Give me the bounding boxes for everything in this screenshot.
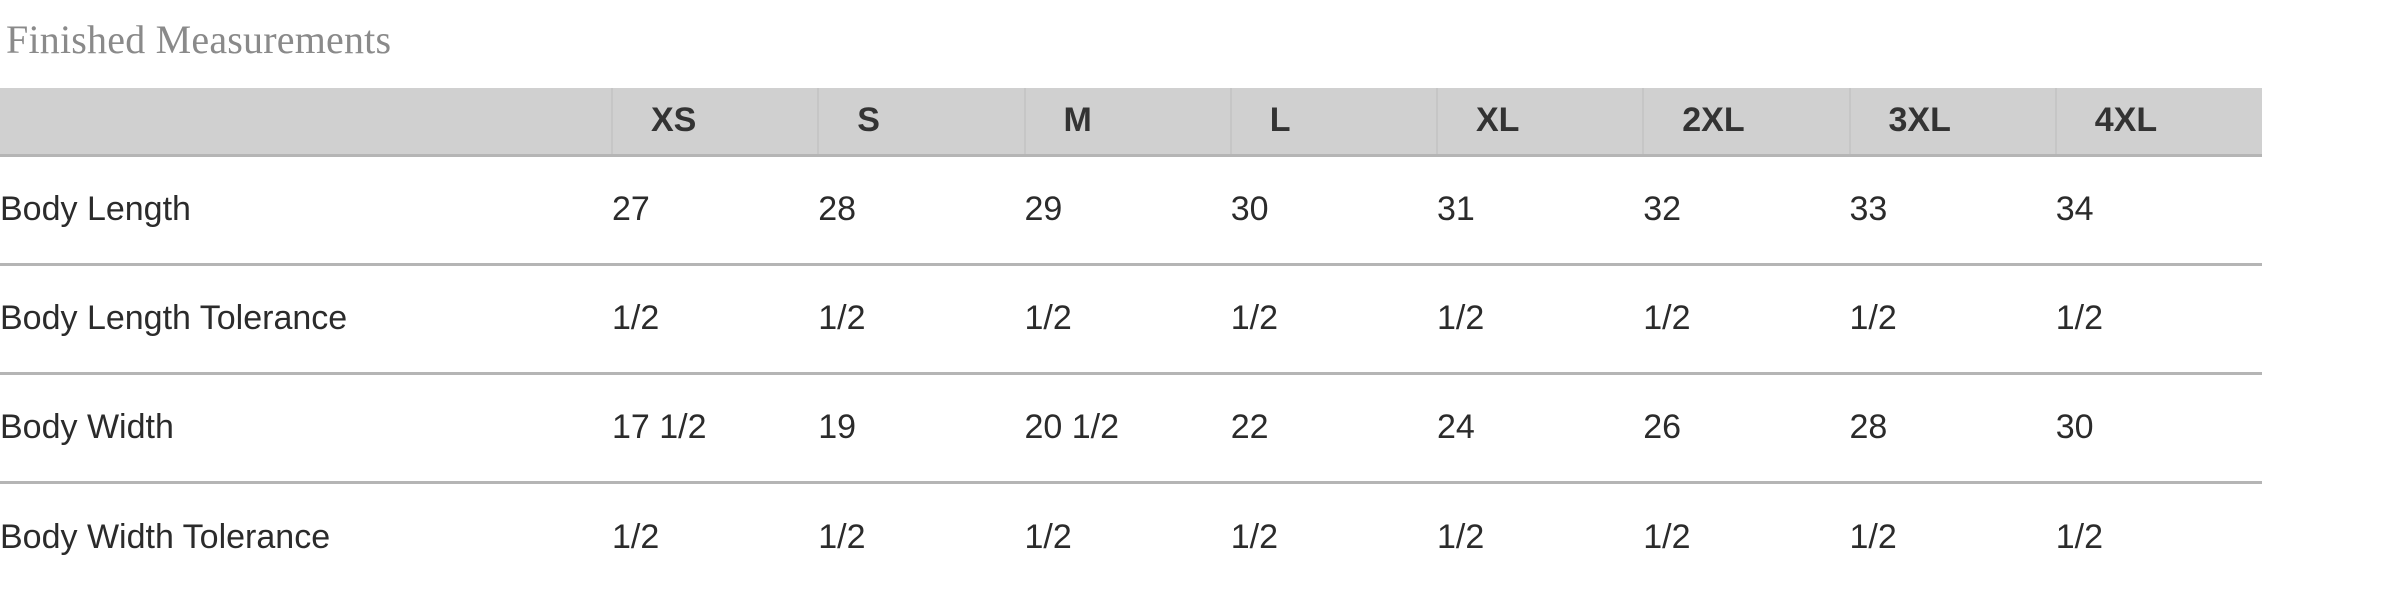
cell-body-length-4xl: 34	[2055, 153, 2262, 264]
table-row: Body Width Tolerance 1/2 1/2 1/2 1/2 1/2…	[0, 480, 2262, 591]
cell-body-width-tolerance-4xl: 1/2	[2055, 480, 2262, 591]
cell-body-length-tolerance-m: 1/2	[1024, 262, 1231, 373]
cell-body-length-xl: 31	[1437, 153, 1644, 264]
table-row: Body Length 27 28 29 30 31 32 33 34	[0, 153, 2262, 264]
cell-body-width-4xl: 30	[2055, 371, 2262, 482]
cell-body-width-xs: 17 1/2	[612, 371, 819, 482]
cell-body-width-l: 22	[1230, 371, 1437, 482]
column-header-4xl: 4XL	[2054, 88, 2262, 155]
cell-body-length-tolerance-xl: 1/2	[1437, 262, 1644, 373]
cell-body-length-l: 30	[1230, 153, 1437, 264]
column-header-s: S	[817, 88, 1025, 155]
column-header-xl: XL	[1435, 88, 1644, 155]
cell-body-length-tolerance-xs: 1/2	[612, 262, 819, 373]
table-row: Body Length Tolerance 1/2 1/2 1/2 1/2 1/…	[0, 262, 2262, 373]
table-header: XS S M L XL 2XL 3XL 4XL	[0, 88, 2262, 155]
row-label-body-width: Body Width	[0, 371, 612, 482]
table-row: Body Width 17 1/2 19 20 1/2 22 24 26 28 …	[0, 371, 2262, 482]
cell-body-length-xs: 27	[612, 153, 819, 264]
cell-body-width-tolerance-2xl: 1/2	[1643, 480, 1850, 591]
row-label-body-length-tolerance: Body Length Tolerance	[0, 262, 612, 373]
cell-body-width-3xl: 28	[1849, 371, 2056, 482]
cell-body-length-tolerance-2xl: 1/2	[1643, 262, 1850, 373]
cell-body-width-tolerance-l: 1/2	[1230, 480, 1437, 591]
cell-body-width-tolerance-3xl: 1/2	[1849, 480, 2056, 591]
cell-body-width-xl: 24	[1437, 371, 1644, 482]
cell-body-length-2xl: 32	[1643, 153, 1850, 264]
table-header-row: XS S M L XL 2XL 3XL 4XL	[0, 88, 2262, 155]
page-title: Finished Measurements	[6, 17, 392, 62]
cell-body-length-m: 29	[1024, 153, 1231, 264]
column-header-l: L	[1229, 88, 1437, 155]
column-header-2xl: 2XL	[1642, 88, 1850, 155]
cell-body-width-s: 19	[818, 371, 1025, 482]
cell-body-length-tolerance-s: 1/2	[818, 262, 1025, 373]
table-body: Body Length 27 28 29 30 31 32 33 34 Body…	[0, 153, 2262, 591]
column-header-3xl: 3XL	[1848, 88, 2056, 155]
column-header-m: M	[1023, 88, 1231, 155]
cell-body-width-tolerance-xs: 1/2	[612, 480, 819, 591]
cell-body-length-s: 28	[818, 153, 1025, 264]
cell-body-width-2xl: 26	[1643, 371, 1850, 482]
cell-body-length-tolerance-l: 1/2	[1230, 262, 1437, 373]
cell-body-length-3xl: 33	[1849, 153, 2056, 264]
size-chart-table: XS S M L XL 2XL 3XL 4XL Body Length 27 2…	[0, 88, 2262, 591]
cell-body-length-tolerance-4xl: 1/2	[2055, 262, 2262, 373]
cell-body-width-tolerance-s: 1/2	[818, 480, 1025, 591]
cell-body-width-tolerance-xl: 1/2	[1437, 480, 1644, 591]
column-header-xs: XS	[610, 88, 819, 155]
cell-body-width-tolerance-m: 1/2	[1024, 480, 1231, 591]
column-header-measurement	[0, 88, 612, 155]
cell-body-width-m: 20 1/2	[1024, 371, 1231, 482]
row-label-body-width-tolerance: Body Width Tolerance	[0, 480, 612, 591]
row-label-body-length: Body Length	[0, 153, 612, 264]
cell-body-length-tolerance-3xl: 1/2	[1849, 262, 2056, 373]
